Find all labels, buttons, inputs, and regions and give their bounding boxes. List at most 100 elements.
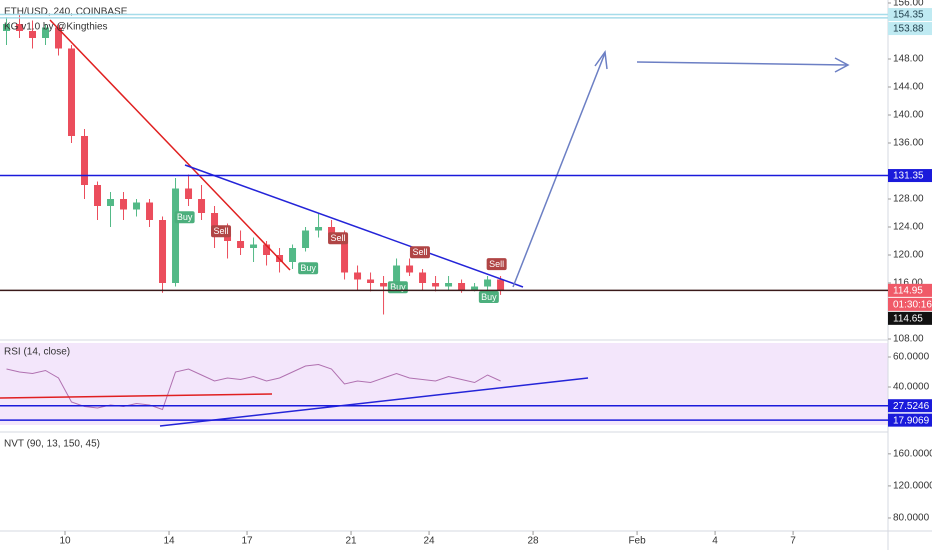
candle-body: [3, 24, 11, 31]
x-tick-label: 4: [712, 536, 718, 547]
x-tick-label: 17: [241, 536, 253, 547]
signal-box: [409, 246, 430, 259]
y-tick-label: 136.00: [893, 138, 924, 149]
signal: Sell: [328, 232, 349, 245]
nvt-title: NVT (90, 13, 150, 45): [4, 439, 100, 450]
price-label: 153.88: [888, 22, 932, 36]
indicator-title: KG v1.0 by @Kingthies: [4, 22, 108, 33]
y-tick-label: 144.00: [893, 82, 924, 93]
signal: Buy: [478, 291, 499, 303]
signal-label: Sell: [489, 259, 504, 269]
signal-label: Buy: [300, 263, 316, 273]
candle-body: [406, 265, 414, 273]
price-label-text: 114.95: [893, 285, 923, 296]
y-tick-label: 140.00: [893, 110, 924, 121]
trend-line: [184, 164, 524, 288]
signal-label: Buy: [177, 212, 193, 222]
price-label-text: 153.88: [893, 24, 924, 35]
x-tick-label: 7: [790, 536, 796, 547]
arrow-head: [594, 49, 608, 70]
y-tick-label: 108.00: [893, 334, 924, 345]
signal: Buy: [174, 211, 195, 224]
price-label: 01:30:16: [888, 297, 932, 311]
signal-box: [174, 211, 195, 224]
signal-label: Buy: [481, 292, 497, 302]
price-label-box: [888, 297, 932, 311]
candle-body: [120, 199, 128, 210]
trend-line: [49, 19, 291, 271]
y-tick-label: 120.0000: [893, 481, 932, 492]
candle-body: [185, 188, 193, 199]
price-label-box: [888, 399, 932, 413]
candle-body: [471, 286, 479, 290]
x-tick-label: 21: [345, 536, 357, 547]
signal-box: [328, 232, 349, 245]
candle-body: [81, 136, 89, 185]
arrow: [512, 52, 606, 288]
signal-label: Sell: [412, 247, 427, 257]
price-label-text: 17.9069: [893, 415, 930, 426]
y-tick-label: 120.00: [893, 250, 924, 261]
candle-body: [458, 283, 466, 290]
candle-body: [224, 234, 232, 241]
candle-body: [133, 202, 141, 210]
signal-box: [486, 258, 507, 271]
signal: Sell: [486, 258, 507, 271]
candle-body: [354, 272, 362, 280]
candle-body: [159, 220, 167, 283]
price-label-box: [888, 283, 932, 297]
arrow-head: [834, 57, 850, 73]
arrow: [636, 61, 848, 66]
candle-body: [16, 24, 24, 31]
x-tick-label: 14: [163, 536, 175, 547]
candle-body: [29, 31, 37, 38]
signal: Buy: [387, 281, 408, 294]
price-label-box: [888, 413, 932, 427]
price-label-text: 01:30:16: [893, 299, 932, 310]
signal-box: [298, 262, 319, 275]
candle-body: [432, 283, 440, 287]
signal: Sell: [409, 246, 430, 259]
x-tick-label: 24: [423, 536, 435, 547]
candle-body: [367, 279, 375, 283]
y-tick-label: 128.00: [893, 194, 924, 205]
y-tick-label: 148.00: [893, 54, 924, 65]
signal: Sell: [211, 225, 232, 238]
candle-body: [419, 272, 427, 283]
candle-body: [107, 199, 115, 206]
signal-label: Sell: [331, 233, 346, 243]
signal-label: Buy: [390, 282, 406, 292]
candle-body: [211, 213, 219, 234]
candle-body: [497, 279, 505, 291]
signal-label: Sell: [214, 226, 229, 236]
rsi-trend-line: [0, 393, 273, 399]
symbol-title: ETH/USD, 240, COINBASE: [4, 7, 128, 18]
price-label-box: [888, 311, 932, 325]
signal: Buy: [298, 262, 319, 275]
candle-body: [237, 241, 245, 248]
y-tick-label: 124.00: [893, 222, 924, 233]
candle-body: [94, 185, 102, 206]
price-label: 114.95: [888, 283, 932, 297]
candle-body: [341, 234, 349, 273]
y-tick-label: 116.00: [893, 278, 923, 289]
candle-body: [146, 202, 154, 220]
candle-body: [302, 230, 310, 248]
rsi-trend-line: [159, 377, 589, 427]
price-label-text: 114.65: [893, 313, 923, 324]
candle-body: [263, 244, 271, 255]
y-tick-label: 40.0000: [893, 382, 930, 393]
y-tick-label: 60.0000: [893, 352, 930, 363]
price-label: 154.35: [888, 8, 932, 22]
x-tick-label: Feb: [628, 536, 646, 547]
candle-body: [445, 283, 453, 287]
indicator-line: [6, 363, 501, 411]
y-tick-label: 160.0000: [893, 448, 932, 459]
candle-body: [289, 248, 297, 262]
x-tick-label: 28: [527, 536, 539, 547]
price-label: 17.9069: [888, 413, 932, 427]
candle-body: [484, 279, 492, 287]
candle-body: [380, 283, 388, 287]
